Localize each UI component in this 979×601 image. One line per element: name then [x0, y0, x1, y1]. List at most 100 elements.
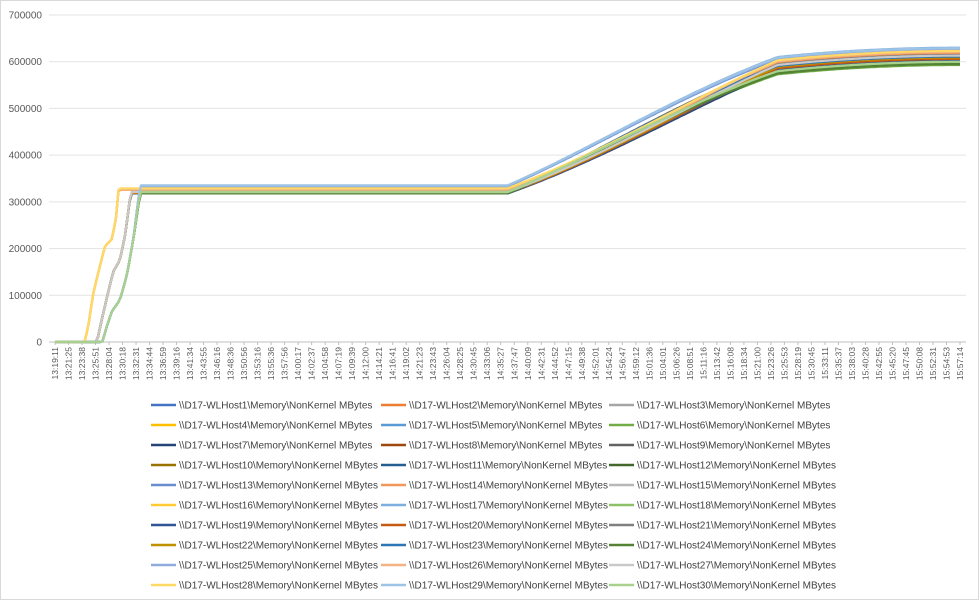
x-tick-label: 15:57:14	[955, 347, 965, 380]
x-tick-label: 15:35:37	[833, 347, 843, 380]
x-tick-label: 15:47:45	[901, 347, 911, 380]
x-tick-label: 14:49:38	[577, 347, 587, 380]
legend-label: \\D17-WLHost17\Memory\NonKernel MBytes	[409, 501, 608, 512]
legend-label: \\D17-WLHost11\Memory\NonKernel MBytes	[409, 461, 607, 472]
x-tick-label: 13:19:11	[50, 347, 60, 380]
x-tick-label: 15:54:53	[941, 347, 951, 380]
x-tick-label: 14:47:15	[563, 347, 573, 380]
x-tick-label: 15:06:26	[671, 347, 681, 380]
series-line-host10	[55, 56, 960, 344]
legend-label: \\D17-WLHost23\Memory\NonKernel MBytes	[409, 541, 608, 552]
x-tick-label: 13:23:38	[77, 347, 87, 380]
x-tick-label: 15:21:00	[752, 347, 762, 380]
x-tick-label: 14:26:04	[442, 347, 452, 380]
series-line-host28	[55, 49, 960, 344]
legend-label: \\D17-WLHost4\Memory\NonKernel MBytes	[179, 421, 372, 432]
legend-label: \\D17-WLHost14\Memory\NonKernel MBytes	[409, 481, 608, 492]
series-line-host1	[55, 55, 960, 344]
x-tick-label: 14:42:31	[536, 347, 546, 380]
legend-label: \\D17-WLHost15\Memory\NonKernel MBytes	[637, 481, 836, 492]
y-tick-label: 700000	[9, 11, 43, 22]
legend-label: \\D17-WLHost18\Memory\NonKernel MBytes	[637, 501, 836, 512]
legend-label: \\D17-WLHost21\Memory\NonKernel MBytes	[637, 521, 836, 532]
legend-label: \\D17-WLHost16\Memory\NonKernel MBytes	[179, 501, 378, 512]
x-tick-label: 13:55:36	[266, 347, 276, 380]
x-tick-label: 15:11:16	[698, 347, 708, 380]
series-line-host21	[55, 54, 960, 344]
legend: \\D17-WLHost1\Memory\NonKernel MBytes \\D…	[151, 401, 836, 592]
series-line-host8	[55, 59, 960, 344]
x-tick-label: 14:33:06	[482, 347, 492, 380]
x-tick-label: 15:01:36	[644, 347, 654, 380]
x-tick-label: 15:28:19	[793, 347, 803, 380]
x-tick-label: 14:23:43	[428, 347, 438, 380]
legend-label: \\D17-WLHost5\Memory\NonKernel MBytes	[409, 421, 602, 432]
x-tick-label: 14:21:23	[415, 347, 425, 380]
x-tick-label: 13:28:04	[104, 347, 114, 380]
legend-label: \\D17-WLHost1\Memory\NonKernel MBytes	[179, 401, 372, 412]
legend-label: \\D17-WLHost20\Memory\NonKernel MBytes	[409, 521, 608, 532]
x-tick-label: 14:35:27	[496, 347, 506, 380]
y-tick-label: 600000	[9, 57, 43, 68]
legend-label: \\D17-WLHost8\Memory\NonKernel MBytes	[409, 441, 602, 452]
series-line-host20	[55, 57, 960, 344]
x-tick-label: 15:38:03	[847, 347, 857, 380]
series-line-host30	[55, 60, 960, 344]
x-tick-label: 14:59:12	[631, 347, 641, 380]
series-line-host25	[55, 48, 960, 344]
series-line-host6	[55, 63, 960, 344]
x-tick-label: 13:46:16	[212, 347, 222, 380]
series-line-host14	[55, 51, 960, 344]
legend-label: \\D17-WLHost26\Memory\NonKernel MBytes	[409, 561, 608, 572]
series-line-host3	[55, 58, 960, 344]
x-tick-label: 15:33:11	[820, 347, 830, 380]
x-tick-label: 14:09:39	[347, 347, 357, 380]
legend-label: \\D17-WLHost7\Memory\NonKernel MBytes	[179, 441, 372, 452]
legend-label: \\D17-WLHost27\Memory\NonKernel MBytes	[637, 561, 836, 572]
x-tick-label: 14:04:58	[320, 347, 330, 380]
series-line-host12	[55, 62, 960, 344]
x-tick-label: 14:19:02	[401, 347, 411, 380]
x-tick-label: 13:25:51	[91, 347, 101, 380]
x-tick-label: 13:57:56	[280, 347, 290, 380]
series-line-host5	[55, 47, 960, 344]
x-tick-label: 13:53:16	[253, 347, 263, 380]
legend-label: \\D17-WLHost22\Memory\NonKernel MBytes	[179, 541, 378, 552]
x-tick-label: 14:44:52	[550, 347, 560, 380]
series-line-host9	[55, 53, 960, 344]
y-tick-label: 100000	[9, 291, 43, 302]
x-tick-label: 14:52:01	[590, 347, 600, 380]
gridlines	[49, 14, 966, 343]
x-tick-label: 13:50:56	[239, 347, 249, 380]
series-line-host17	[55, 46, 960, 344]
series-line-host2	[55, 51, 960, 344]
x-tick-label: 14:00:17	[293, 347, 303, 380]
x-tick-label: 13:34:44	[145, 347, 155, 380]
x-axis: 13:19:11 13:21:25 13:23:38 13:25:51 13:28:04…	[50, 342, 965, 380]
x-tick-label: 15:04:01	[658, 347, 668, 380]
legend-label: \\D17-WLHost12\Memory\NonKernel MBytes	[637, 461, 836, 472]
y-tick-label: 300000	[9, 197, 43, 208]
x-tick-label: 15:08:51	[685, 347, 695, 380]
legend-label: \\D17-WLHost24\Memory\NonKernel MBytes	[637, 541, 836, 552]
x-tick-label: 13:39:16	[172, 347, 182, 380]
x-tick-label: 15:50:08	[914, 347, 924, 380]
y-tick-label: 0	[36, 338, 42, 349]
x-tick-label: 14:28:25	[455, 347, 465, 380]
x-tick-label: 15:13:42	[712, 347, 722, 380]
x-tick-label: 13:41:34	[185, 347, 195, 380]
x-tick-label: 15:52:31	[928, 347, 938, 380]
x-tick-label: 14:30:45	[469, 347, 479, 380]
legend-label: \\D17-WLHost3\Memory\NonKernel MBytes	[637, 401, 830, 412]
legend-label: \\D17-WLHost25\Memory\NonKernel MBytes	[179, 561, 378, 572]
series-line-host19	[55, 58, 960, 344]
series-line-host16	[55, 50, 960, 344]
legend-label: \\D17-WLHost19\Memory\NonKernel MBytes	[179, 521, 378, 532]
y-axis: 0 100000 200000 300000 400000 500000 600000 700…	[9, 11, 43, 349]
x-tick-label: 14:56:47	[617, 347, 627, 380]
x-tick-label: 13:48:36	[226, 347, 236, 380]
legend-label: \\D17-WLHost6\Memory\NonKernel MBytes	[637, 421, 830, 432]
x-tick-label: 14:40:09	[523, 347, 533, 380]
series-line-host24	[55, 62, 960, 344]
